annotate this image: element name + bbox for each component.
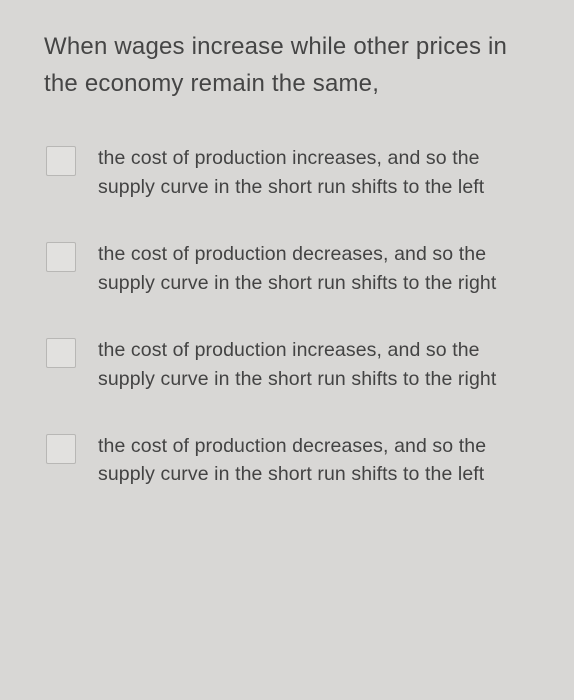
option-text-2: the cost of production decreases, and so… bbox=[98, 240, 538, 298]
option-checkbox-3[interactable] bbox=[46, 338, 76, 368]
option-checkbox-2[interactable] bbox=[46, 242, 76, 272]
options-list: the cost of production increases, and so… bbox=[44, 144, 538, 489]
option-text-4: the cost of production decreases, and so… bbox=[98, 432, 538, 490]
option-checkbox-4[interactable] bbox=[46, 434, 76, 464]
option-text-3: the cost of production increases, and so… bbox=[98, 336, 538, 394]
option-row: the cost of production decreases, and so… bbox=[46, 432, 538, 490]
option-row: the cost of production increases, and so… bbox=[46, 336, 538, 394]
option-row: the cost of production increases, and so… bbox=[46, 144, 538, 202]
option-checkbox-1[interactable] bbox=[46, 146, 76, 176]
question-text: When wages increase while other prices i… bbox=[44, 28, 538, 102]
option-text-1: the cost of production increases, and so… bbox=[98, 144, 538, 202]
option-row: the cost of production decreases, and so… bbox=[46, 240, 538, 298]
